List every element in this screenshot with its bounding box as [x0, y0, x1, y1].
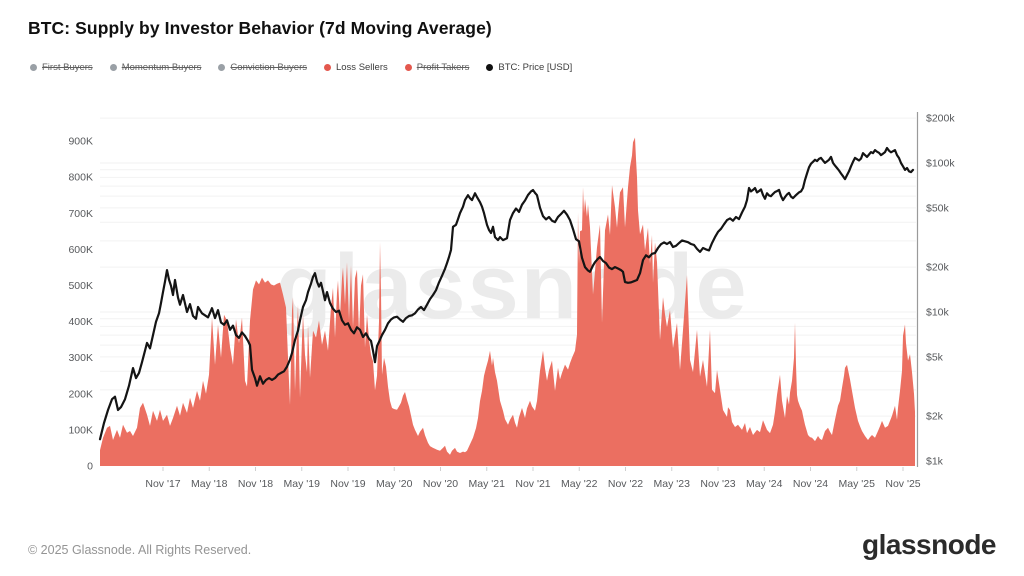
- left-axis-label: 200K: [68, 388, 93, 400]
- legend: First Buyers Momentum Buyers Conviction Bu…: [30, 62, 572, 73]
- x-axis-label: Nov '17: [145, 478, 180, 490]
- legend-item-conviction-buyers[interactable]: Conviction Buyers: [218, 62, 307, 73]
- legend-item-btc-price-usd[interactable]: BTC: Price [USD]: [486, 62, 572, 73]
- x-axis-label: Nov '18: [238, 478, 273, 490]
- left-axis-label: 700K: [68, 208, 93, 220]
- x-axis-label: May '24: [746, 478, 783, 490]
- x-axis-label: Nov '19: [330, 478, 365, 490]
- left-axis-label: 800K: [68, 172, 93, 184]
- left-axis-label: 400K: [68, 316, 93, 328]
- right-axis-label: $2k: [926, 411, 944, 423]
- x-axis-label: May '20: [376, 478, 413, 490]
- legend-dot-icon: [109, 64, 117, 71]
- chart-title: BTC: Supply by Investor Behavior (7d Mov…: [28, 18, 492, 38]
- right-axis-label: $100k: [926, 158, 955, 170]
- x-axis-label: May '19: [284, 478, 321, 490]
- legend-dot-icon: [323, 64, 331, 71]
- btc-price-line: [98, 146, 915, 441]
- glassnode-logo: glassnode: [862, 529, 996, 560]
- right-axis-label: $5k: [926, 351, 944, 363]
- legend-item-label: First Buyers: [42, 62, 93, 73]
- legend-dot-icon: [486, 64, 494, 71]
- legend-item-momentum-buyers[interactable]: Momentum Buyers: [109, 62, 202, 73]
- x-axis-label: May '22: [561, 478, 598, 490]
- legend-item-label: Loss Sellers: [335, 62, 388, 73]
- x-axis-label: May '23: [654, 478, 691, 490]
- x-axis-label: Nov '20: [423, 478, 458, 490]
- legend-dot-icon: [30, 64, 37, 71]
- loss-sellers-area: [100, 137, 915, 466]
- legend-item-loss-sellers[interactable]: Loss Sellers: [323, 62, 388, 73]
- footer-copyright: © 2025 Glassnode. All Rights Reserved.: [28, 543, 252, 557]
- legend-dot-icon: [404, 64, 412, 71]
- left-axis-label: 300K: [68, 352, 93, 364]
- right-axis-label: $1k: [926, 456, 944, 468]
- right-axis-label: $10k: [926, 307, 950, 319]
- legend-item-profit-takers[interactable]: Profit Takers: [404, 62, 470, 73]
- x-axis-label: May '21: [469, 478, 506, 490]
- x-axis-label: Nov '25: [885, 478, 920, 490]
- legend-item-label: Profit Takers: [416, 62, 470, 73]
- legend-item-label: Momentum Buyers: [121, 62, 202, 73]
- left-axis-label: 600K: [68, 244, 93, 256]
- right-axis-label: $50k: [926, 202, 950, 214]
- legend-dot-icon: [218, 64, 226, 71]
- x-axis-label: Nov '24: [793, 478, 828, 490]
- right-axis-label: $200k: [926, 113, 955, 125]
- x-axis-label: May '18: [191, 478, 228, 490]
- legend-item-first-buyers[interactable]: First Buyers: [30, 62, 93, 73]
- legend-item-label: BTC: Price [USD]: [498, 62, 573, 73]
- x-axis-label: May '25: [839, 478, 876, 490]
- x-axis-label: Nov '23: [700, 478, 735, 490]
- x-axis-label: Nov '21: [515, 478, 550, 490]
- left-axis-label: 100K: [68, 424, 93, 436]
- left-axis-label: 500K: [68, 280, 93, 292]
- right-axis-label: $20k: [926, 262, 950, 274]
- left-axis-label: 0: [87, 461, 93, 473]
- legend-item-label: Conviction Buyers: [230, 62, 307, 73]
- x-axis-label: Nov '22: [608, 478, 643, 490]
- left-axis-label: 900K: [68, 136, 93, 148]
